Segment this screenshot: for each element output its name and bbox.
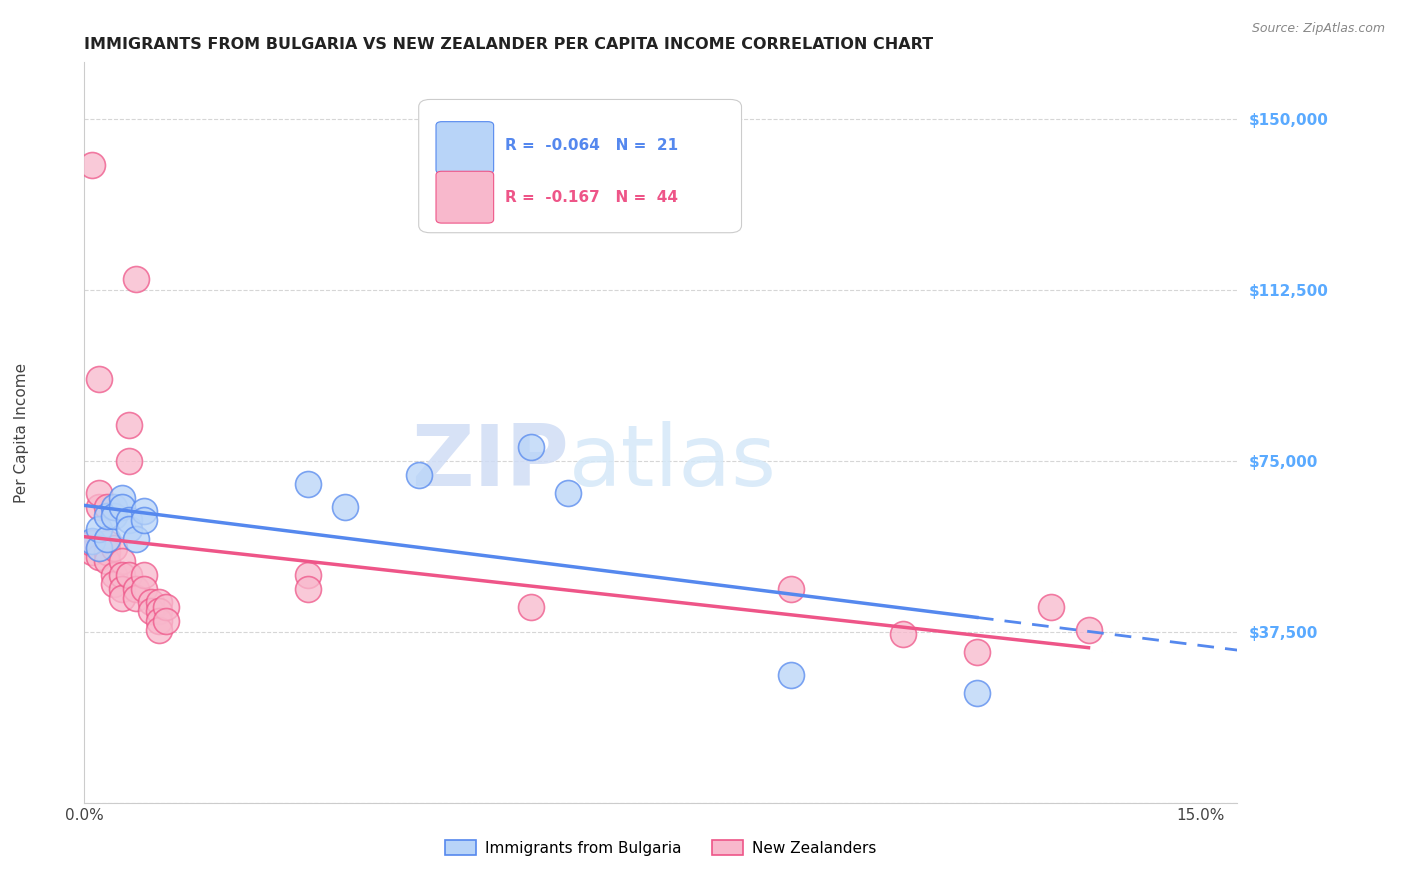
Point — [297, 476, 319, 491]
Point — [118, 454, 141, 468]
Point — [89, 523, 111, 537]
Point — [132, 513, 155, 527]
Point — [408, 467, 430, 482]
Text: IMMIGRANTS FROM BULGARIA VS NEW ZEALANDER PER CAPITA INCOME CORRELATION CHART: IMMIGRANTS FROM BULGARIA VS NEW ZEALANDE… — [84, 37, 934, 52]
Point — [132, 568, 155, 582]
Point — [118, 513, 141, 527]
Legend: Immigrants from Bulgaria, New Zealanders: Immigrants from Bulgaria, New Zealanders — [439, 834, 883, 862]
Point — [125, 591, 148, 605]
Point — [519, 599, 541, 614]
Point — [519, 441, 541, 455]
Point — [110, 591, 132, 605]
Y-axis label: Per Capita Income: Per Capita Income — [14, 362, 28, 503]
Point — [780, 668, 803, 682]
Point — [96, 500, 118, 514]
Point — [966, 686, 988, 700]
Point — [118, 417, 141, 432]
Point — [96, 545, 118, 559]
Point — [89, 372, 111, 386]
Point — [148, 623, 170, 637]
Point — [297, 582, 319, 596]
Point — [155, 614, 177, 628]
Point — [80, 536, 103, 550]
Point — [103, 508, 125, 523]
Point — [118, 523, 141, 537]
Point — [125, 582, 148, 596]
Point — [1077, 623, 1099, 637]
Point — [89, 486, 111, 500]
Text: Source: ZipAtlas.com: Source: ZipAtlas.com — [1251, 22, 1385, 36]
Point — [89, 549, 111, 564]
Point — [110, 582, 132, 596]
Text: R =  -0.064   N =  21: R = -0.064 N = 21 — [505, 138, 678, 153]
Text: ZIP: ZIP — [411, 421, 568, 504]
Point — [103, 568, 125, 582]
Point — [110, 568, 132, 582]
Point — [780, 582, 803, 596]
FancyBboxPatch shape — [436, 171, 494, 223]
Point — [80, 533, 103, 548]
Text: atlas: atlas — [568, 421, 776, 504]
Point — [110, 500, 132, 514]
Point — [125, 272, 148, 286]
Point — [103, 577, 125, 591]
Point — [125, 532, 148, 546]
Point — [96, 554, 118, 568]
Point — [891, 627, 914, 641]
Point — [297, 568, 319, 582]
Point — [96, 532, 118, 546]
Text: R =  -0.167   N =  44: R = -0.167 N = 44 — [505, 190, 678, 204]
Point — [557, 486, 579, 500]
FancyBboxPatch shape — [419, 99, 741, 233]
Point — [141, 595, 163, 609]
Point — [141, 604, 163, 618]
FancyBboxPatch shape — [436, 121, 494, 173]
Point — [89, 500, 111, 514]
Point — [89, 541, 111, 555]
Point — [132, 582, 155, 596]
Point — [148, 614, 170, 628]
Point — [96, 508, 118, 523]
Point — [155, 599, 177, 614]
Point — [1040, 599, 1063, 614]
Point — [96, 536, 118, 550]
Point — [80, 536, 103, 550]
Point — [132, 504, 155, 518]
Point — [89, 541, 111, 555]
Point — [80, 158, 103, 172]
Point — [103, 541, 125, 555]
Point — [103, 500, 125, 514]
Point — [118, 568, 141, 582]
Point — [110, 491, 132, 505]
Point — [333, 500, 356, 514]
Point — [80, 545, 103, 559]
Point — [148, 604, 170, 618]
Point — [966, 645, 988, 659]
Point — [110, 554, 132, 568]
Point — [148, 595, 170, 609]
